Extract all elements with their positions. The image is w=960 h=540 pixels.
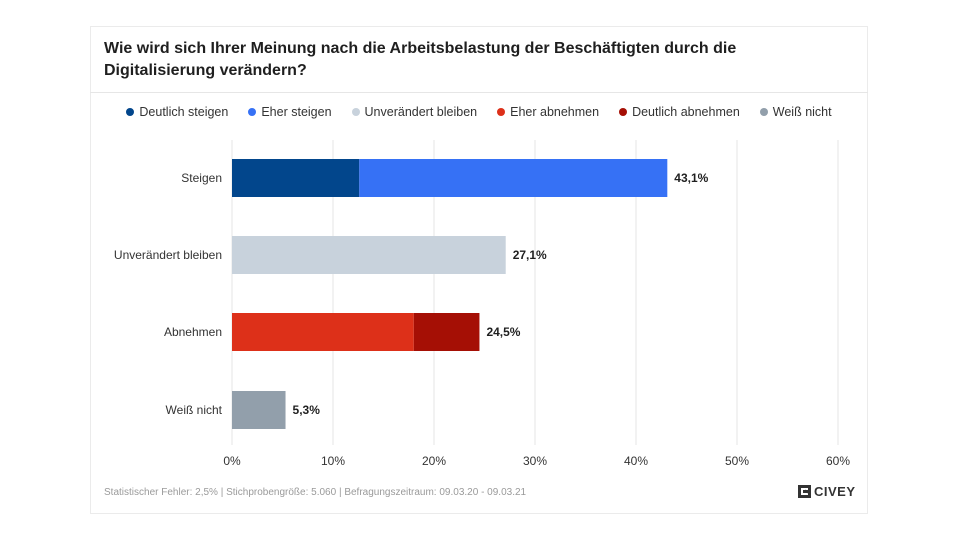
x-tick-label: 40% bbox=[624, 454, 648, 468]
brand-name: CIVEY bbox=[814, 484, 856, 499]
bar-segment bbox=[232, 313, 414, 351]
legend-item-unveraendert-bleiben[interactable]: Unverändert bleiben bbox=[351, 103, 478, 121]
legend-label: Unverändert bleiben bbox=[364, 105, 478, 119]
civey-logo[interactable]: CIVEY bbox=[798, 484, 856, 499]
legend-item-deutlich-steigen[interactable]: Deutlich steigen bbox=[126, 103, 228, 121]
legend-item-weiss-nicht[interactable]: Weiß nicht bbox=[759, 103, 832, 121]
legend-swatch bbox=[619, 108, 628, 116]
chart-title: Wie wird sich Ihrer Meinung nach die Arb… bbox=[104, 40, 737, 79]
survey-footnote: Statistischer Fehler: 2,5% | Stichproben… bbox=[104, 487, 527, 498]
legend-swatch bbox=[351, 108, 360, 116]
bar-segment bbox=[232, 159, 360, 197]
x-tick-label: 0% bbox=[223, 454, 241, 468]
x-tick-label: 10% bbox=[321, 454, 345, 468]
x-tick-label: 20% bbox=[422, 454, 446, 468]
data-label: 43,1% bbox=[674, 171, 708, 185]
legend-swatch bbox=[497, 108, 506, 116]
title-divider bbox=[90, 92, 868, 93]
legend-item-eher-steigen[interactable]: Eher steigen bbox=[248, 103, 332, 121]
data-label: 24,5% bbox=[486, 325, 520, 339]
bar-segment bbox=[413, 313, 480, 351]
legend-label: Eher steigen bbox=[261, 105, 332, 119]
legend-label: Eher abnehmen bbox=[510, 105, 600, 119]
chart-legend: Deutlich steigen Eher steigen Unveränder… bbox=[90, 103, 868, 121]
civey-logo-icon bbox=[798, 485, 811, 498]
category-label: Weiß nicht bbox=[166, 403, 223, 417]
legend-swatch bbox=[248, 108, 257, 116]
bar-segment bbox=[232, 391, 286, 429]
legend-item-deutlich-abnehmen[interactable]: Deutlich abnehmen bbox=[619, 103, 740, 121]
legend-label: Weiß nicht bbox=[772, 105, 832, 119]
x-tick-label: 30% bbox=[523, 454, 547, 468]
data-label: 27,1% bbox=[513, 248, 547, 262]
data-label: 5,3% bbox=[293, 403, 321, 417]
legend-swatch bbox=[126, 108, 135, 116]
category-label: Steigen bbox=[181, 171, 222, 185]
legend-swatch bbox=[759, 108, 768, 116]
legend-label: Deutlich abnehmen bbox=[632, 105, 740, 119]
x-tick-label: 50% bbox=[725, 454, 749, 468]
legend-label: Deutlich steigen bbox=[139, 105, 229, 119]
category-label: Abnehmen bbox=[164, 325, 222, 339]
bar-segment bbox=[232, 236, 506, 274]
bar-segment bbox=[359, 159, 668, 197]
category-label: Unverändert bleiben bbox=[114, 248, 222, 262]
x-tick-label: 60% bbox=[826, 454, 850, 468]
legend-item-eher-abnehmen[interactable]: Eher abnehmen bbox=[497, 103, 599, 121]
